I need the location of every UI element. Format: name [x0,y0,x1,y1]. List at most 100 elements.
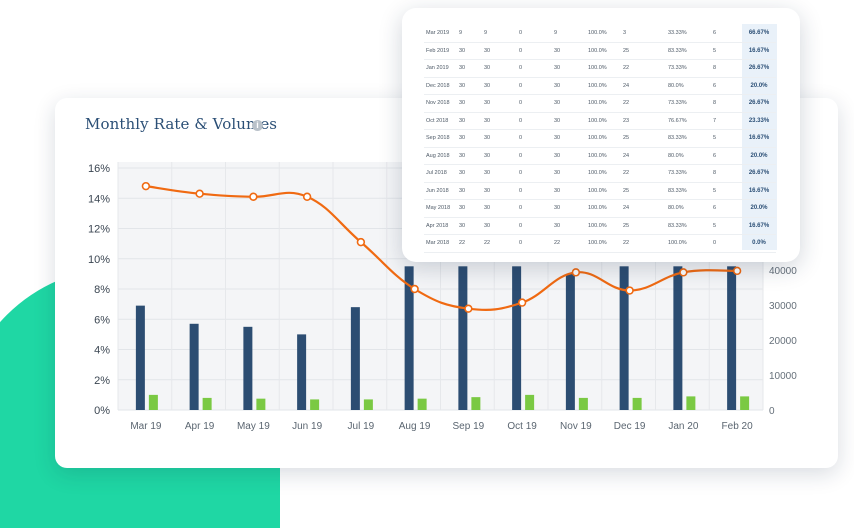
table-cell: 8 [713,65,717,71]
table-cell: Jun 2018 [426,187,449,194]
table-cell: 100.0% [668,240,687,246]
table-cell: 30 [554,205,561,211]
table-cell: 100.0% [588,30,607,36]
y2-tick-label: 30000 [769,301,797,312]
table-cell: 30 [484,187,491,194]
table-cell: 83.33% [668,135,687,141]
table-cell: Jan 2019 [426,65,449,71]
table-cell: 30 [484,100,491,106]
table-row: Jan 2019 30 30 0 30 100.0% 22 73.33% 8 26.67% [424,60,776,78]
table-cell: 80.0% [668,152,684,159]
bar [243,326,253,410]
y-tick-label: 8% [94,284,110,296]
table-cell: 0 [713,240,717,246]
y-tick-label: 14% [88,193,110,205]
table-cell: 23 [623,117,630,124]
table-cell: 0 [519,240,523,246]
y2-tick-label: 20000 [769,336,797,347]
table-cell: 22 [623,65,630,71]
table-cell: 100.0% [588,152,607,159]
table-cell: 30 [484,135,491,141]
table-cell: 6 [713,152,717,159]
bar-small [148,394,158,410]
table-cell: 7 [713,117,717,124]
bar-small [256,398,266,410]
table-cell: 100.0% [588,240,607,246]
table-cell: 100.0% [588,170,607,176]
table-cell: 16.67% [748,222,770,229]
table-cell: 20.0% [750,205,768,211]
table-cell: 26.67% [748,170,770,176]
table-cell: 9 [554,30,558,36]
table-cell: 3 [623,30,627,36]
bar-small [417,398,427,410]
bar-small [578,397,588,410]
table-row: Oct 2018 30 30 0 30 100.0% 23 76.67% 7 23.33% [424,113,776,130]
rate-point [195,189,204,198]
table-cell: 20.0% [750,82,768,89]
table-cell: 100.0% [588,47,607,54]
x-tick-label: Mar 19 [130,421,162,432]
rate-point [249,192,258,201]
table-cell: 30 [459,65,466,71]
rate-point [302,192,312,201]
table-cell: 30 [459,187,466,194]
table-row: Nov 2018 30 30 0 30 100.0% 22 73.33% 8 26.67% [424,95,776,113]
table-cell: 30 [554,135,561,141]
table-cell: 30 [554,47,561,54]
table-cell: 0 [519,205,523,211]
x-tick-label: Jun 19 [292,421,322,432]
y-tick-label: 6% [94,314,110,326]
table-cell: 22 [623,170,630,176]
table-row: Sep 2018 30 30 0 30 100.0% 25 83.33% 5 16.67% [424,130,776,148]
table-cell: 6 [713,82,717,89]
table-cell: 30 [484,170,491,176]
bar [673,266,683,410]
table-cell: 30 [459,82,466,89]
info-icon[interactable]: i [252,120,263,131]
table-row: Jul 2018 30 30 0 30 100.0% 22 73.33% 8 26.67% [424,165,776,183]
table-cell: 30 [484,47,491,54]
bar [565,273,575,410]
table-cell: 8 [713,100,717,106]
rate-point [356,237,366,247]
table-cell: 30 [459,222,466,229]
table-cell: 66.67% [748,30,770,36]
table-cell: 22 [459,240,466,246]
table-cell: 73.33% [668,65,687,71]
table-cell: 83.33% [668,47,687,54]
bar-small [363,399,373,410]
table-cell: 25 [623,135,630,141]
x-tick-label: Oct 19 [507,421,537,432]
rate-point [679,268,688,277]
table-cell: Jul 2018 [426,170,447,176]
bar-small [740,396,750,410]
table-cell: 30 [459,100,466,106]
table-cell: 0 [519,117,523,124]
table-cell: 0 [519,65,523,71]
table-cell: 25 [623,222,630,229]
table-cell: 0 [519,187,523,194]
table-cell: 5 [713,222,717,229]
y2-tick-label: 40000 [769,266,797,277]
bar [619,266,629,410]
table-cell: 30 [554,187,561,194]
table-row: May 2018 30 30 0 30 100.0% 24 80.0% 6 20.0% [424,200,776,218]
table-cell: 5 [713,187,717,194]
table-cell: 30 [554,100,561,106]
table-cell: 9 [484,30,488,36]
table-cell: 0 [519,47,523,54]
table-cell: 30 [484,205,491,211]
table-cell: 80.0% [668,82,684,89]
bar-small [525,394,535,410]
bar-small [202,397,212,410]
x-tick-label: Feb 20 [722,421,754,432]
rate-point [517,298,527,307]
table-cell: 9 [459,30,463,36]
table-cell: 73.33% [668,100,687,106]
table-cell: 6 [713,30,717,36]
y-tick-label: 2% [94,375,110,387]
table-cell: 30 [554,117,561,124]
table-cell: 0 [519,100,523,106]
table-cell: 83.33% [668,187,687,194]
